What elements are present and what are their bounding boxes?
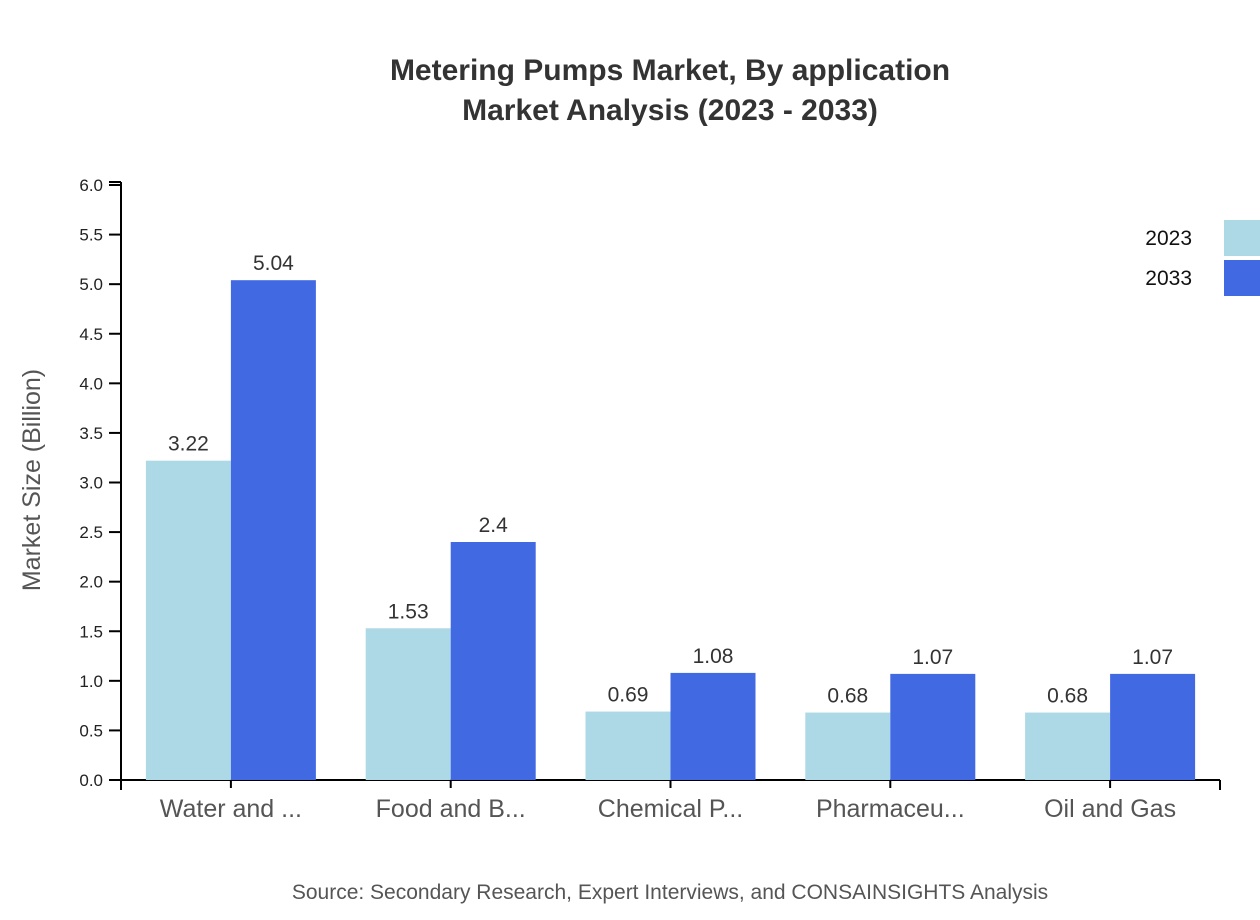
y-tick-label: 3.0 [79, 474, 103, 493]
y-tick-label: 6.0 [79, 176, 103, 195]
legend: 2023 2033 [1145, 220, 1260, 296]
data-label: 1.53 [388, 600, 429, 623]
y-tick-label: 1.5 [79, 622, 103, 641]
bar-2023 [145, 460, 231, 780]
data-label: 5.04 [253, 252, 294, 275]
y-tick-label: 0.0 [79, 771, 103, 790]
y-tick-label: 1.0 [79, 672, 103, 691]
y-axis: 0.0 0.5 1.0 1.5 2.0 2.5 3.0 3.5 4.0 4.5 5.0 5.5 6.0 [79, 176, 122, 790]
bar-2033 [670, 672, 756, 780]
data-label: 0.68 [1047, 685, 1088, 708]
x-tick-label: Pharmaceu... [816, 795, 965, 823]
data-label: 0.68 [827, 685, 868, 708]
x-tick-label: Food and B... [376, 795, 526, 823]
bar-2023 [365, 628, 451, 780]
bar-2023 [805, 712, 891, 780]
chart-title: Metering Pumps Market, By application [390, 54, 950, 87]
data-label: 2.4 [479, 514, 509, 537]
y-tick-label: 2.5 [79, 523, 103, 542]
y-tick-label: 3.5 [79, 424, 103, 443]
data-label: 1.07 [1132, 646, 1173, 669]
bars: 3.22 5.04 1.53 2.4 0.69 1.08 0.68 1.07 0.68 1.07 [145, 252, 1196, 780]
data-label: 0.69 [608, 684, 649, 707]
x-tick-label: Water and ... [160, 795, 302, 823]
y-tick-label: 5.5 [79, 226, 103, 245]
data-label: 1.08 [693, 645, 734, 668]
y-axis-label: Market Size (Billion) [18, 369, 46, 591]
bar-2033 [1110, 673, 1196, 780]
legend-label: 2033 [1145, 267, 1192, 290]
bar-2033 [890, 673, 976, 780]
bar-2023 [1025, 712, 1111, 780]
y-tick-label: 5.0 [79, 275, 103, 294]
legend-swatch-2023 [1224, 220, 1260, 256]
x-tick-label: Oil and Gas [1044, 795, 1176, 823]
y-tick-label: 4.5 [79, 325, 103, 344]
source-note: Source: Secondary Research, Expert Inter… [292, 881, 1048, 904]
bar-2033 [450, 542, 536, 780]
y-tick-label: 2.0 [79, 573, 103, 592]
x-tick-label: Chemical P... [598, 795, 743, 823]
y-tick-label: 4.0 [79, 374, 103, 393]
data-label: 1.07 [912, 646, 953, 669]
data-label: 3.22 [168, 433, 209, 456]
y-tick-label: 0.5 [79, 721, 103, 740]
bar-2033 [230, 280, 316, 780]
legend-label: 2023 [1145, 227, 1192, 250]
bar-2023 [585, 711, 671, 780]
legend-swatch-2033 [1224, 260, 1260, 296]
chart-subtitle: Market Analysis (2023 - 2033) [462, 94, 878, 127]
x-axis: Water and ... Food and B... Chemical P... P… [120, 779, 1221, 823]
